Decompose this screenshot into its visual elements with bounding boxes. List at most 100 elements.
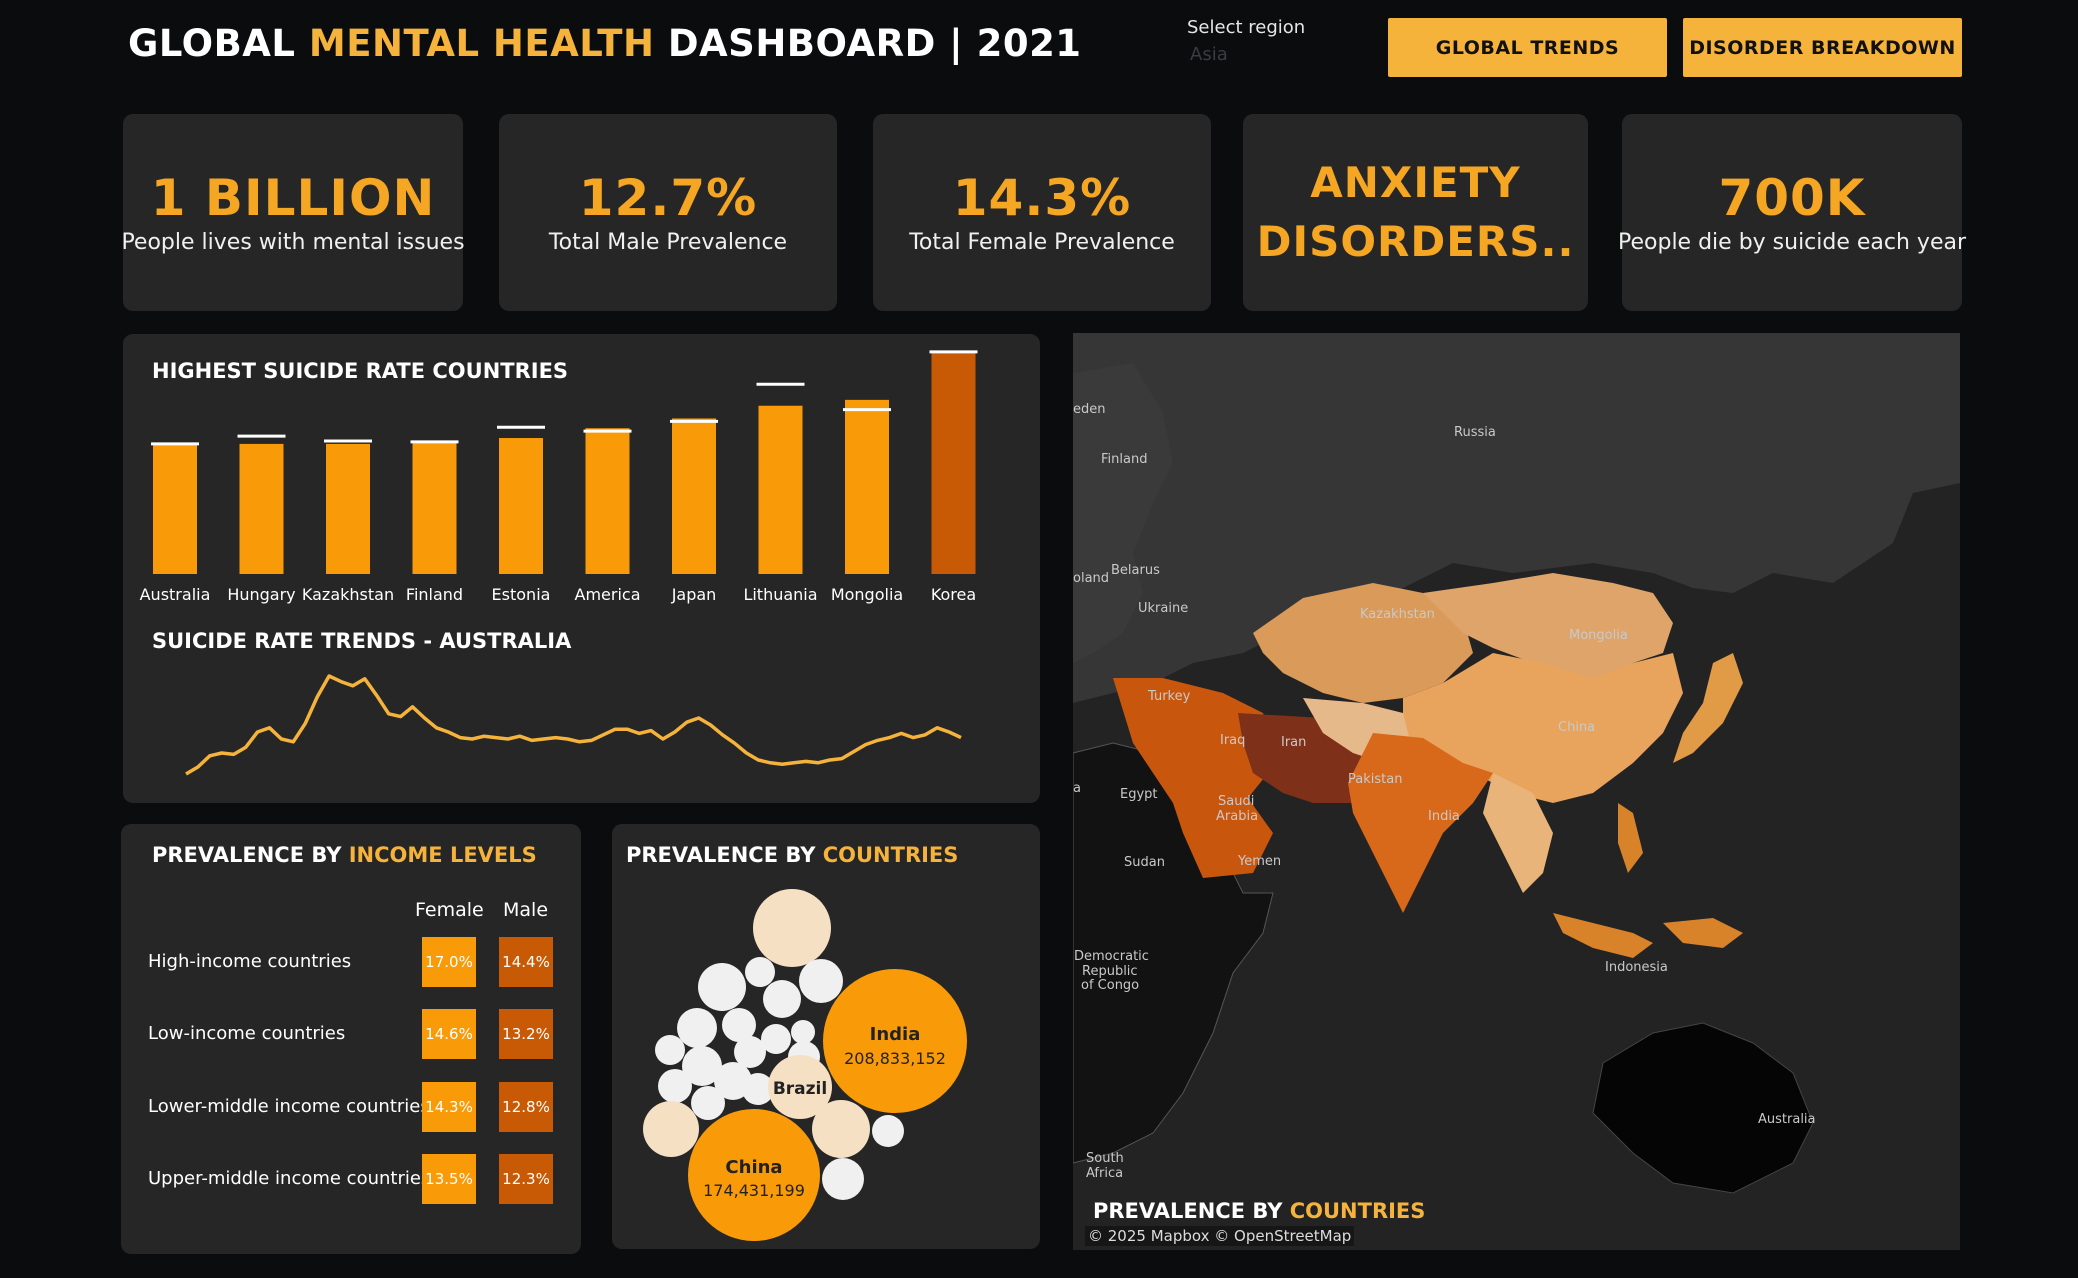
column-header-female: Female <box>415 899 484 921</box>
bar-finland[interactable] <box>412 441 457 574</box>
country-bubble-panel: PREVALENCE BY COUNTRIES <box>612 824 1040 1249</box>
bubble-country[interactable] <box>791 1020 815 1044</box>
bubble-panel-title: PREVALENCE BY COUNTRIES <box>626 843 958 867</box>
map-label-drc-2: Republic <box>1082 964 1138 979</box>
income-title-accent: INCOME LEVELS <box>348 843 537 867</box>
kpi-card-male-prevalence: 12.7% Total Male Prevalence <box>499 114 837 311</box>
bubble-value-india: 208,833,152 <box>844 1049 946 1068</box>
title-accent: MENTAL HEALTH <box>308 22 655 65</box>
income-prevalence-panel: PREVALENCE BY INCOME LEVELS Female Male … <box>121 824 581 1254</box>
map-label-libya: a <box>1073 781 1081 796</box>
kpi-value: 700K <box>1718 168 1866 227</box>
bubble-country[interactable] <box>763 980 801 1018</box>
female-cell[interactable]: 14.3% <box>422 1082 476 1132</box>
bubble-country[interactable] <box>822 1158 864 1200</box>
kpi-card-top-disorder: ANXIETY DISORDERS.. <box>1243 114 1588 311</box>
map-label-arabia: Arabia <box>1216 809 1258 824</box>
map-label-yemen: Yemen <box>1237 854 1281 869</box>
kpi-card-suicide-deaths: 700K People die by suicide each year <box>1618 114 1966 311</box>
male-cell[interactable]: 13.2% <box>499 1009 553 1059</box>
income-row-label: Upper-middle income countries <box>148 1168 431 1189</box>
bubble-country[interactable] <box>698 963 746 1011</box>
map-land-australia <box>1592 1022 1814 1194</box>
prevalence-map[interactable]: Russia Finland eden Belarus oland Ukrain… <box>1073 333 1960 1250</box>
bar-korea[interactable] <box>931 350 976 574</box>
bar-japan[interactable] <box>672 418 716 574</box>
bar-kazakhstan[interactable] <box>326 443 370 574</box>
bubble-country[interactable] <box>753 889 831 967</box>
suicide-trend-title: SUICIDE RATE TRENDS - AUSTRALIA <box>152 629 572 653</box>
bar-mongolia[interactable] <box>845 399 889 574</box>
bar-australia[interactable] <box>153 444 197 574</box>
map-region-se-asia <box>1483 773 1553 893</box>
bar-label: America <box>575 585 641 604</box>
bubble-title-part1: PREVALENCE BY <box>626 843 823 867</box>
female-cell[interactable]: 14.6% <box>422 1009 476 1059</box>
bubble-india[interactable] <box>823 969 967 1113</box>
bubble-country[interactable] <box>643 1101 699 1157</box>
bubble-brazil[interactable] <box>768 1055 832 1119</box>
bar-label: Japan <box>671 585 717 604</box>
map-label-poland: oland <box>1073 571 1109 586</box>
map-land-europe <box>1073 363 1173 663</box>
bar-label: Australia <box>140 585 211 604</box>
map-label-sweden: eden <box>1073 402 1106 417</box>
map-attribution[interactable]: © 2025 Mapbox © OpenStreetMap <box>1085 1226 1355 1246</box>
bubble-china[interactable] <box>688 1109 820 1241</box>
bar-lithuania[interactable] <box>758 405 803 574</box>
bubble-country[interactable] <box>691 1086 725 1120</box>
global-trends-button[interactable]: GLOBAL TRENDS <box>1388 18 1667 77</box>
male-cell[interactable]: 14.4% <box>499 937 553 987</box>
map-label-egypt: Egypt <box>1120 787 1158 802</box>
map-region-indonesia <box>1553 913 1653 958</box>
bubble-country[interactable] <box>812 1100 870 1158</box>
male-cell[interactable]: 12.8% <box>499 1082 553 1132</box>
title-part1: GLOBAL <box>128 22 309 65</box>
female-cell[interactable]: 13.5% <box>422 1154 476 1204</box>
bubble-country[interactable] <box>682 1046 722 1086</box>
bubble-country[interactable] <box>734 1036 766 1068</box>
bubble-label-china: China <box>725 1157 782 1178</box>
map-label-sudan: Sudan <box>1124 855 1165 870</box>
female-cell[interactable]: 17.0% <box>422 937 476 987</box>
map-label-belarus: Belarus <box>1111 563 1160 578</box>
bubble-country[interactable] <box>799 959 843 1003</box>
male-cell[interactable]: 12.3% <box>499 1154 553 1204</box>
bubble-country[interactable] <box>722 1008 756 1042</box>
map-title: PREVALENCE BY COUNTRIES <box>1093 1199 1425 1223</box>
bubble-country[interactable] <box>742 1073 774 1105</box>
disorder-breakdown-button[interactable]: DISORDER BREAKDOWN <box>1683 18 1962 77</box>
map-region-china <box>1403 653 1683 803</box>
bar-label: Hungary <box>227 585 295 604</box>
bar-label: Mongolia <box>831 585 903 604</box>
income-row-label: Low-income countries <box>148 1023 346 1044</box>
bar-estonia[interactable] <box>499 438 543 574</box>
map-label-africa: Africa <box>1086 1166 1123 1181</box>
kpi-card-people-affected: 1 BILLION People lives with mental issue… <box>121 114 465 311</box>
map-region-philippines <box>1618 803 1643 873</box>
bubble-country[interactable] <box>658 1069 692 1103</box>
bar-america[interactable] <box>585 428 630 574</box>
trend-line[interactable] <box>185 674 962 776</box>
kpi-card-female-prevalence: 14.3% Total Female Prevalence <box>873 114 1211 311</box>
kpi-label: Total Female Prevalence <box>909 229 1175 255</box>
map-region-japan <box>1673 653 1743 763</box>
bubble-country[interactable] <box>761 1024 791 1054</box>
bubble-country[interactable] <box>872 1115 904 1147</box>
bubble-country[interactable] <box>745 957 775 987</box>
bar-label: Finland <box>406 585 463 604</box>
bar-label: Lithuania <box>743 585 817 604</box>
bar-hungary[interactable] <box>239 443 284 574</box>
map-label-ukraine: Ukraine <box>1138 601 1188 616</box>
kpi-label: Total Male Prevalence <box>548 229 788 255</box>
suicide-bar-chart: Australia Hungary Kazakhstan Finland Estonia… <box>140 350 978 604</box>
region-filter-select[interactable]: Asia <box>1190 44 1228 65</box>
kpi-label: People die by suicide each year <box>1618 229 1967 255</box>
bubble-country[interactable] <box>677 1008 717 1048</box>
column-header-male: Male <box>503 899 549 921</box>
map-label-indonesia: Indonesia <box>1605 960 1668 975</box>
map-label-iraq: Iraq <box>1220 733 1245 748</box>
map-label-china: China <box>1558 720 1595 735</box>
bubble-country[interactable] <box>655 1035 685 1065</box>
region-filter-label: Select region <box>1187 17 1306 38</box>
